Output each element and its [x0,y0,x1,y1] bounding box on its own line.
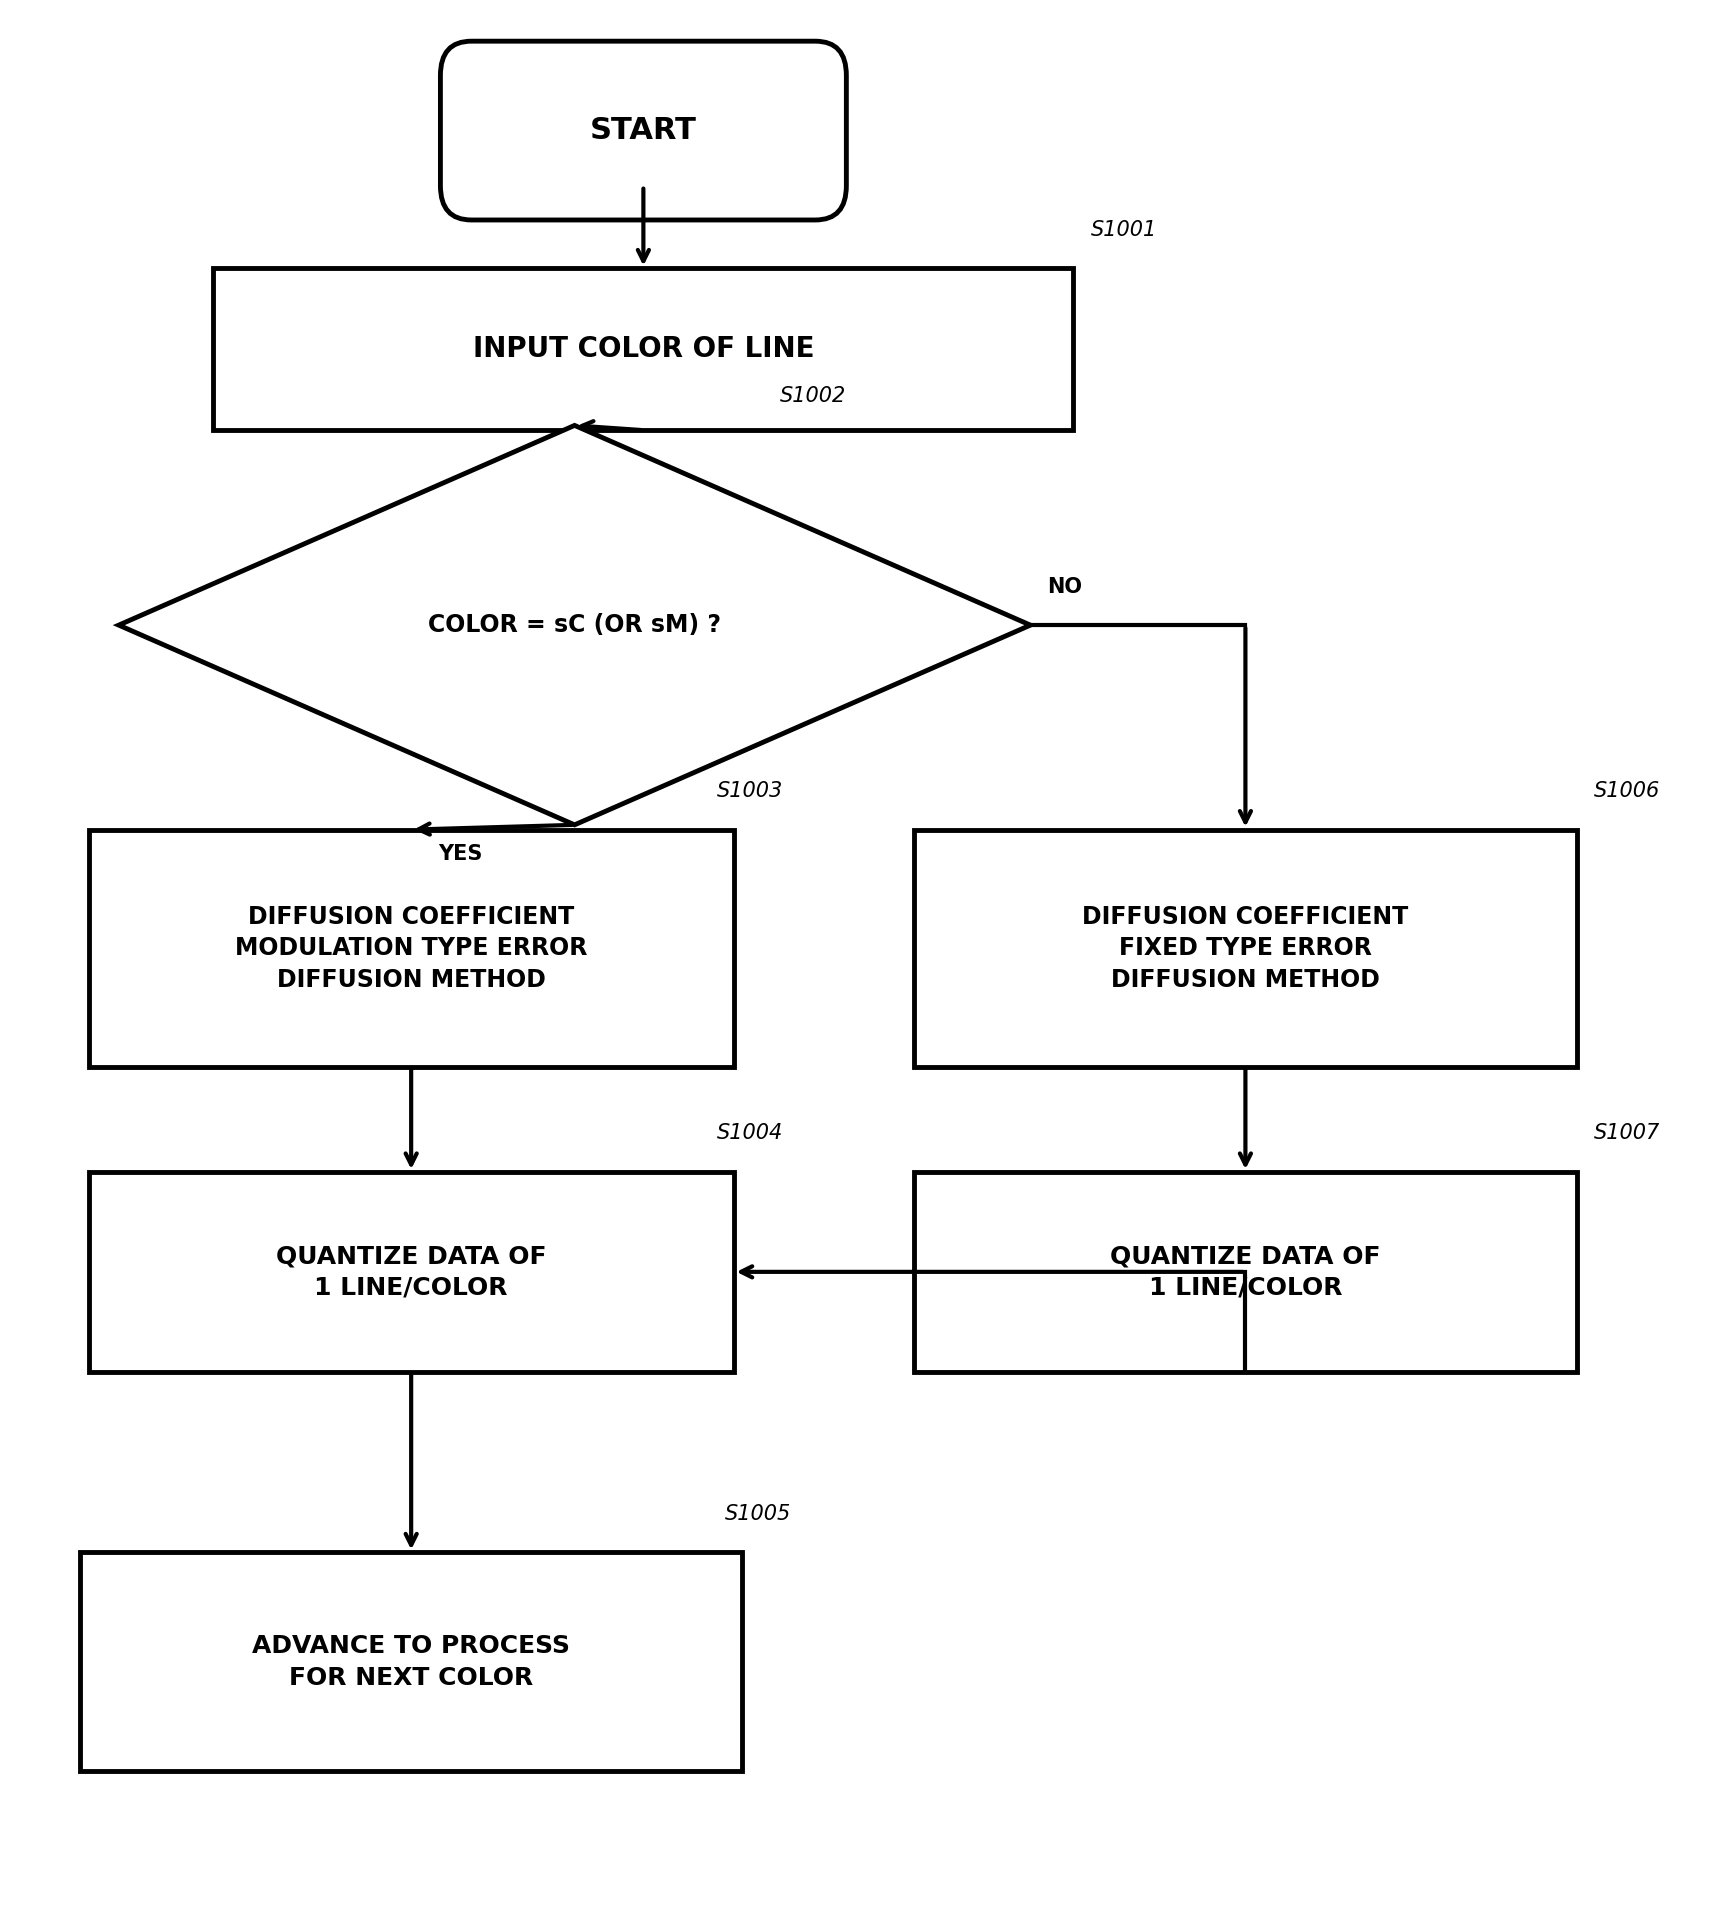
Text: S1003: S1003 [716,782,782,801]
Text: S1001: S1001 [1091,220,1157,240]
Bar [88,1173,733,1372]
Text: QUANTIZE DATA OF
1 LINE/COLOR: QUANTIZE DATA OF 1 LINE/COLOR [1110,1243,1380,1299]
Text: S1004: S1004 [716,1123,782,1144]
Bar [914,830,1576,1067]
Text: START: START [590,117,697,146]
Text: DIFFUSION COEFFICIENT
FIXED TYPE ERROR
DIFFUSION METHOD: DIFFUSION COEFFICIENT FIXED TYPE ERROR D… [1082,904,1408,992]
Text: S1002: S1002 [780,387,846,406]
Bar [88,830,733,1067]
Text: QUANTIZE DATA OF
1 LINE/COLOR: QUANTIZE DATA OF 1 LINE/COLOR [276,1243,546,1299]
Text: ADVANCE TO PROCESS
FOR NEXT COLOR: ADVANCE TO PROCESS FOR NEXT COLOR [251,1634,570,1690]
Text: NO: NO [1047,577,1082,596]
Text: DIFFUSION COEFFICIENT
MODULATION TYPE ERROR
DIFFUSION METHOD: DIFFUSION COEFFICIENT MODULATION TYPE ER… [236,904,588,992]
Text: S1007: S1007 [1594,1123,1659,1144]
Text: S1006: S1006 [1594,782,1659,801]
Bar [213,268,1073,431]
Text: YES: YES [439,843,482,864]
Text: INPUT COLOR OF LINE: INPUT COLOR OF LINE [473,335,815,364]
Bar [914,1173,1576,1372]
FancyBboxPatch shape [440,40,846,220]
Bar [80,1552,742,1770]
Text: S1005: S1005 [725,1504,791,1523]
Text: COLOR = sC (OR sM) ?: COLOR = sC (OR sM) ? [428,613,721,638]
Polygon shape [118,425,1030,826]
